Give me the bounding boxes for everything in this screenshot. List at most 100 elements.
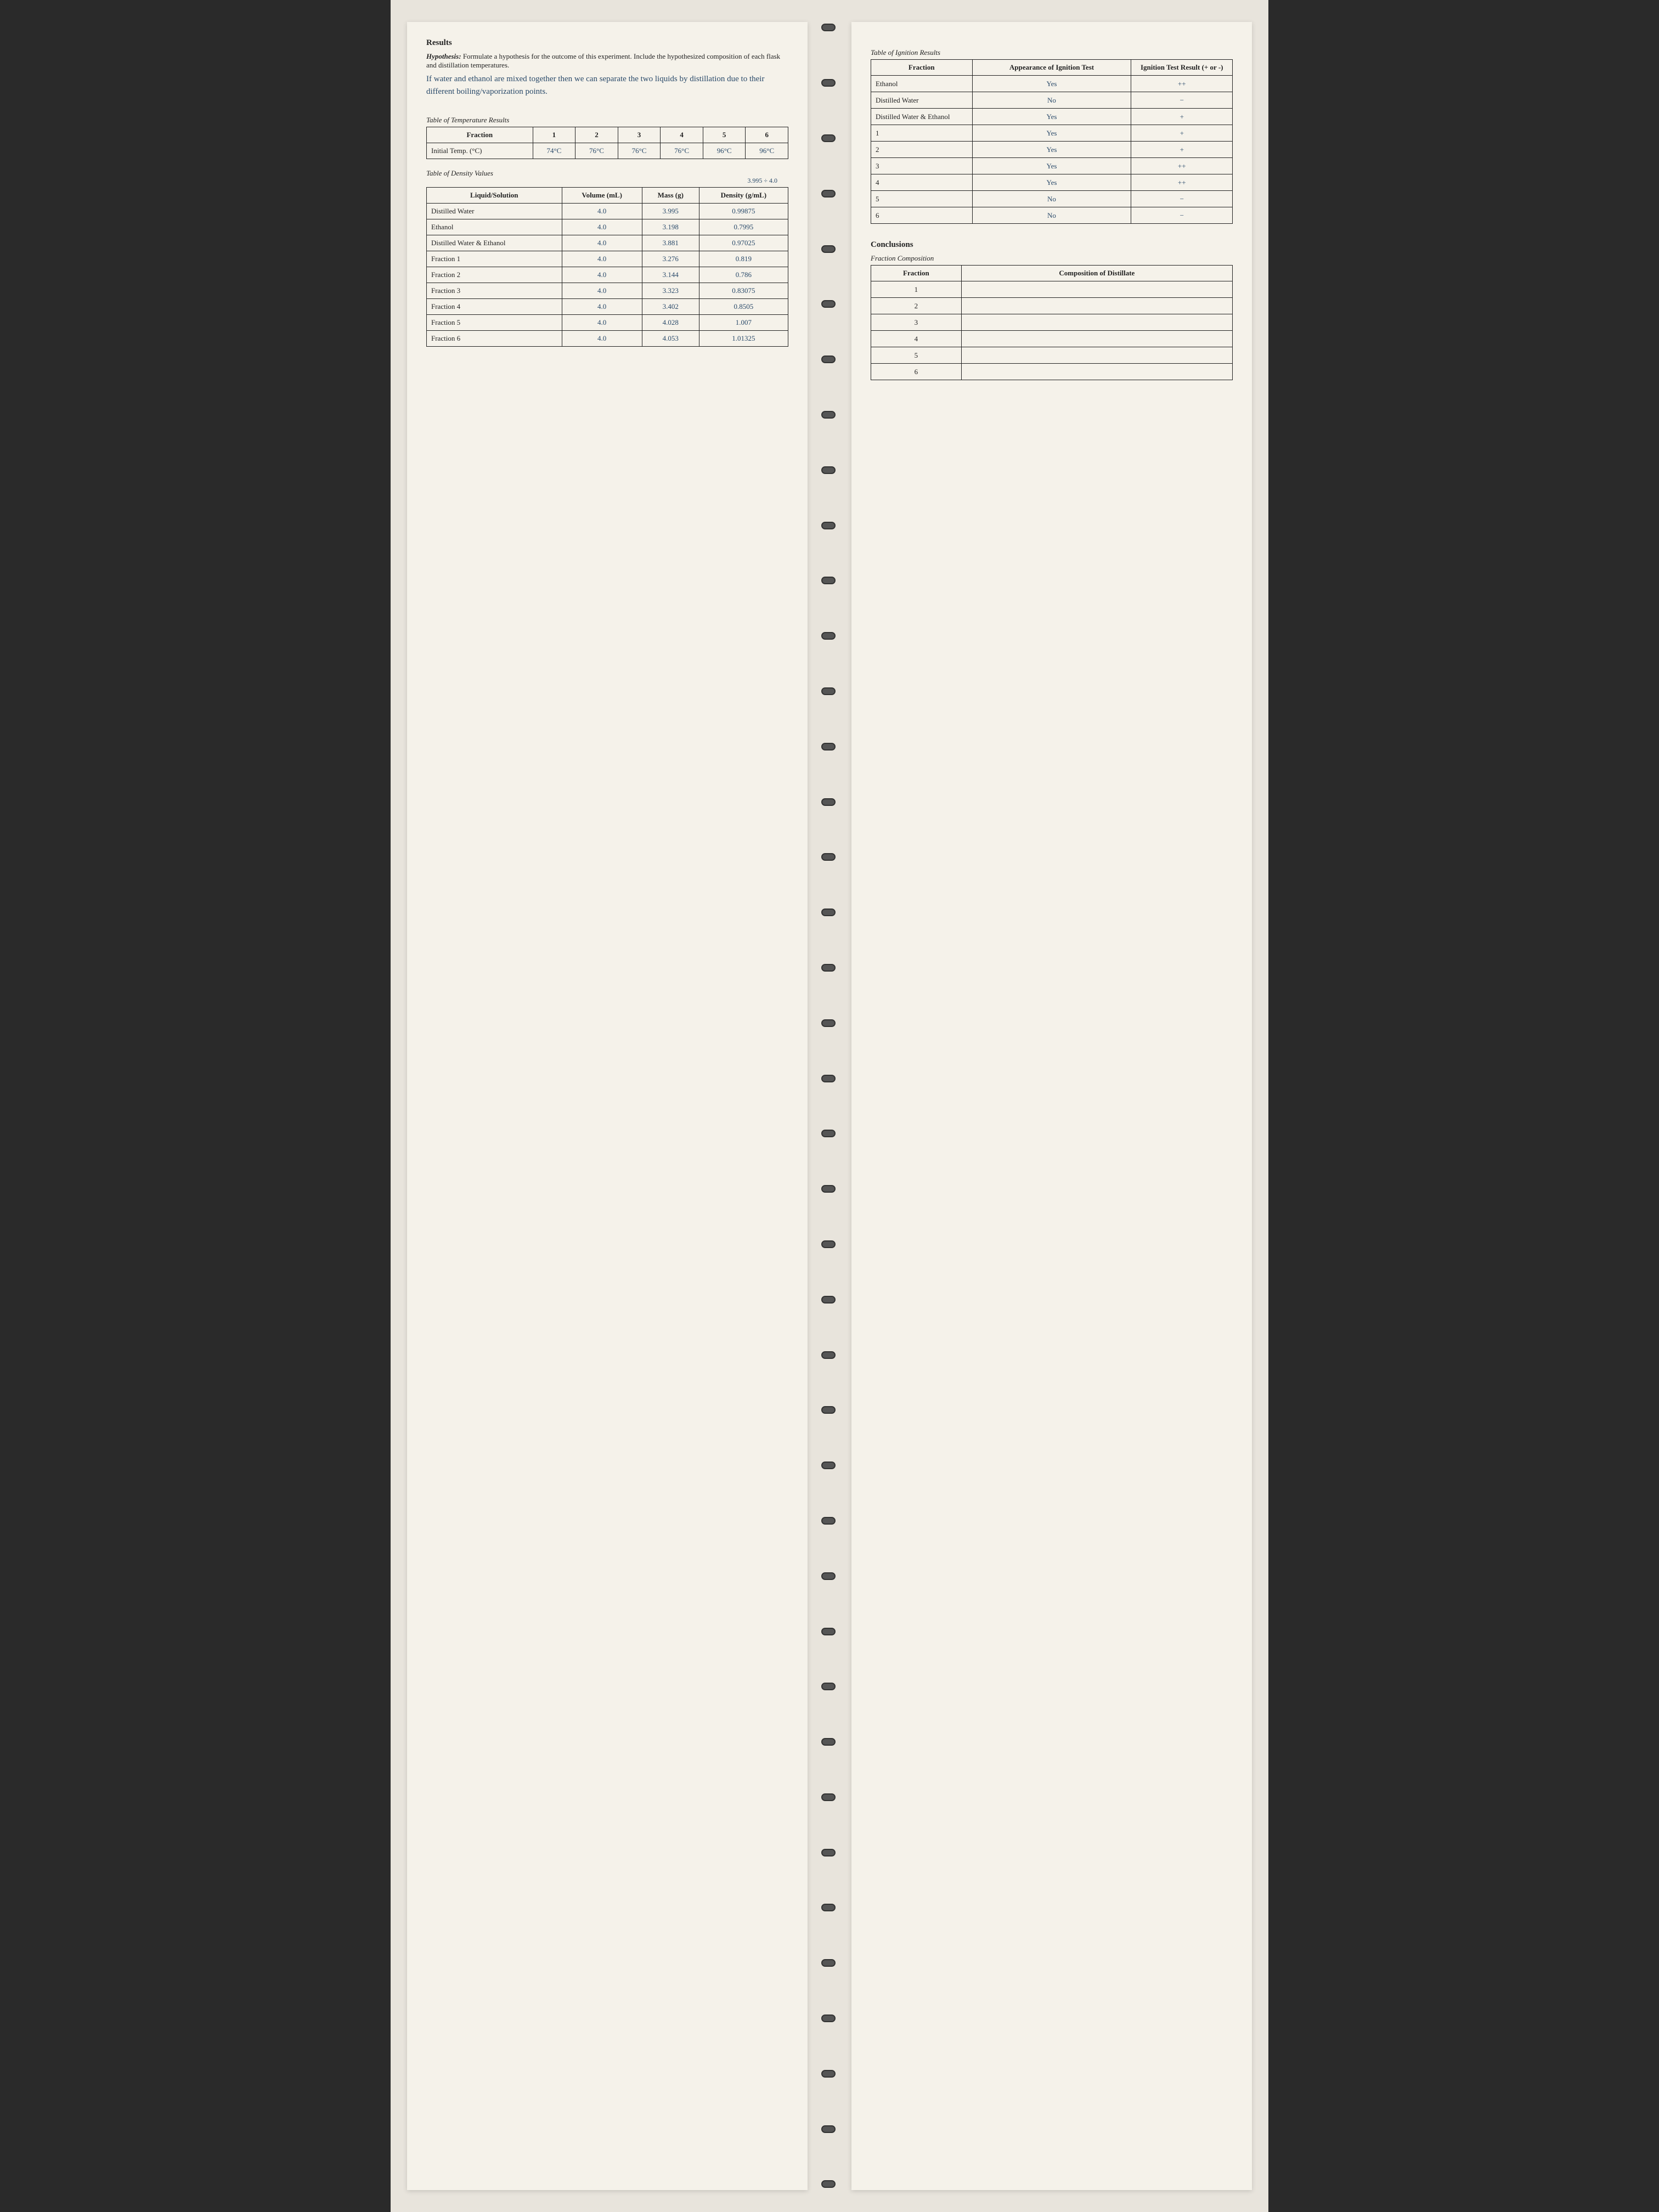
temp-val: 76°C bbox=[661, 143, 703, 159]
table-row: Fraction Composition of Distillate bbox=[871, 266, 1233, 281]
density-label: Distilled Water & Ethanol bbox=[427, 235, 562, 251]
table-row: Liquid/Solution Volume (mL) Mass (g) Den… bbox=[427, 188, 788, 204]
results-heading: Results bbox=[426, 38, 788, 48]
table-row: 2Yes+ bbox=[871, 142, 1233, 158]
density-mass: 4.053 bbox=[642, 331, 699, 347]
spiral-ring bbox=[821, 411, 836, 419]
conclusions-heading: Conclusions bbox=[871, 240, 1233, 250]
spiral-ring bbox=[821, 1793, 836, 1801]
comp-frac: 4 bbox=[871, 331, 962, 347]
comp-distillate bbox=[961, 364, 1232, 380]
comp-distillate bbox=[961, 281, 1232, 298]
spiral-ring bbox=[821, 522, 836, 529]
spiral-ring bbox=[821, 300, 836, 308]
ignition-table: Fraction Appearance of Ignition Test Ign… bbox=[871, 59, 1233, 224]
ign-appear: Yes bbox=[972, 142, 1131, 158]
table-row: Fraction 54.04.0281.007 bbox=[427, 315, 788, 331]
density-h3: Density (g/mL) bbox=[699, 188, 788, 204]
spiral-ring bbox=[821, 1904, 836, 1911]
density-dens: 0.99875 bbox=[699, 204, 788, 219]
spiral-ring bbox=[821, 1296, 836, 1304]
density-h2: Mass (g) bbox=[642, 188, 699, 204]
temperature-table: Fraction 1 2 3 4 5 6 Initial Temp. (°C) … bbox=[426, 127, 788, 159]
ign-appear: Yes bbox=[972, 158, 1131, 174]
ign-result: + bbox=[1131, 142, 1233, 158]
density-label: Fraction 3 bbox=[427, 283, 562, 299]
hypothesis-prompt: Hypothesis: Formulate a hypothesis for t… bbox=[426, 52, 788, 70]
temp-col: 4 bbox=[661, 127, 703, 143]
hypothesis-handwritten: If water and ethanol are mixed together … bbox=[426, 73, 788, 106]
density-vol: 4.0 bbox=[562, 267, 642, 283]
spiral-ring bbox=[821, 1628, 836, 1635]
spiral-ring bbox=[821, 1075, 836, 1082]
spiral-ring bbox=[821, 1019, 836, 1027]
density-dens: 0.786 bbox=[699, 267, 788, 283]
ign-result: + bbox=[1131, 109, 1233, 125]
table-row: EthanolYes++ bbox=[871, 76, 1233, 92]
spiral-ring bbox=[821, 1683, 836, 1690]
spiral-ring bbox=[821, 798, 836, 806]
ign-appear: Yes bbox=[972, 109, 1131, 125]
spiral-ring bbox=[821, 356, 836, 363]
spiral-ring bbox=[821, 245, 836, 253]
spiral-ring bbox=[821, 2070, 836, 2078]
density-dens: 1.01325 bbox=[699, 331, 788, 347]
ign-appear: Yes bbox=[972, 174, 1131, 191]
table-row: 3Yes++ bbox=[871, 158, 1233, 174]
hypothesis-label: Hypothesis: bbox=[426, 52, 461, 60]
spiral-ring bbox=[821, 909, 836, 916]
spiral-ring bbox=[821, 2125, 836, 2133]
temp-val: 76°C bbox=[618, 143, 661, 159]
ign-appear: No bbox=[972, 92, 1131, 109]
density-vol: 4.0 bbox=[562, 219, 642, 235]
spiral-ring bbox=[821, 1738, 836, 1746]
ign-appear: No bbox=[972, 191, 1131, 207]
table-row: 1Yes+ bbox=[871, 125, 1233, 142]
density-label: Distilled Water bbox=[427, 204, 562, 219]
table-row: 1 bbox=[871, 281, 1233, 298]
density-mass: 3.881 bbox=[642, 235, 699, 251]
density-mass: 3.323 bbox=[642, 283, 699, 299]
notebook-spread: Results Hypothesis: Formulate a hypothes… bbox=[391, 0, 1268, 2212]
ign-appear: Yes bbox=[972, 76, 1131, 92]
density-vol: 4.0 bbox=[562, 235, 642, 251]
comp-h1: Composition of Distillate bbox=[961, 266, 1232, 281]
ign-result: ++ bbox=[1131, 76, 1233, 92]
density-dens: 0.97025 bbox=[699, 235, 788, 251]
table-row: Fraction 14.03.2760.819 bbox=[427, 251, 788, 267]
density-label: Fraction 4 bbox=[427, 299, 562, 315]
comp-distillate bbox=[961, 347, 1232, 364]
table-row: 3 bbox=[871, 314, 1233, 331]
ign-h0: Fraction bbox=[871, 60, 973, 76]
fraction-composition-sub: Fraction Composition bbox=[871, 254, 1233, 263]
table-row: Initial Temp. (°C) 74°C 76°C 76°C 76°C 9… bbox=[427, 143, 788, 159]
temp-col: 2 bbox=[575, 127, 618, 143]
ign-result: ++ bbox=[1131, 174, 1233, 191]
ign-result: − bbox=[1131, 92, 1233, 109]
table-row: Fraction 1 2 3 4 5 6 bbox=[427, 127, 788, 143]
density-label: Fraction 1 bbox=[427, 251, 562, 267]
spiral-ring bbox=[821, 1572, 836, 1580]
ign-result: + bbox=[1131, 125, 1233, 142]
table-row: Distilled Water4.03.9950.99875 bbox=[427, 204, 788, 219]
spiral-ring bbox=[821, 1849, 836, 1857]
comp-frac: 1 bbox=[871, 281, 962, 298]
density-vol: 4.0 bbox=[562, 299, 642, 315]
table-row: Fraction 34.03.3230.83075 bbox=[427, 283, 788, 299]
ign-frac: Distilled Water & Ethanol bbox=[871, 109, 973, 125]
temp-col: 6 bbox=[746, 127, 788, 143]
ign-frac: Distilled Water bbox=[871, 92, 973, 109]
comp-frac: 3 bbox=[871, 314, 962, 331]
density-h0: Liquid/Solution bbox=[427, 188, 562, 204]
spiral-ring bbox=[821, 79, 836, 87]
spiral-ring bbox=[821, 1959, 836, 1967]
density-dens: 0.8505 bbox=[699, 299, 788, 315]
temp-val: 74°C bbox=[533, 143, 575, 159]
density-label: Fraction 6 bbox=[427, 331, 562, 347]
table-row: Distilled Water & Ethanol4.03.8810.97025 bbox=[427, 235, 788, 251]
temp-col: 1 bbox=[533, 127, 575, 143]
density-mass: 3.402 bbox=[642, 299, 699, 315]
density-mass: 4.028 bbox=[642, 315, 699, 331]
table-row: Fraction Appearance of Ignition Test Ign… bbox=[871, 60, 1233, 76]
spiral-ring bbox=[821, 1185, 836, 1193]
